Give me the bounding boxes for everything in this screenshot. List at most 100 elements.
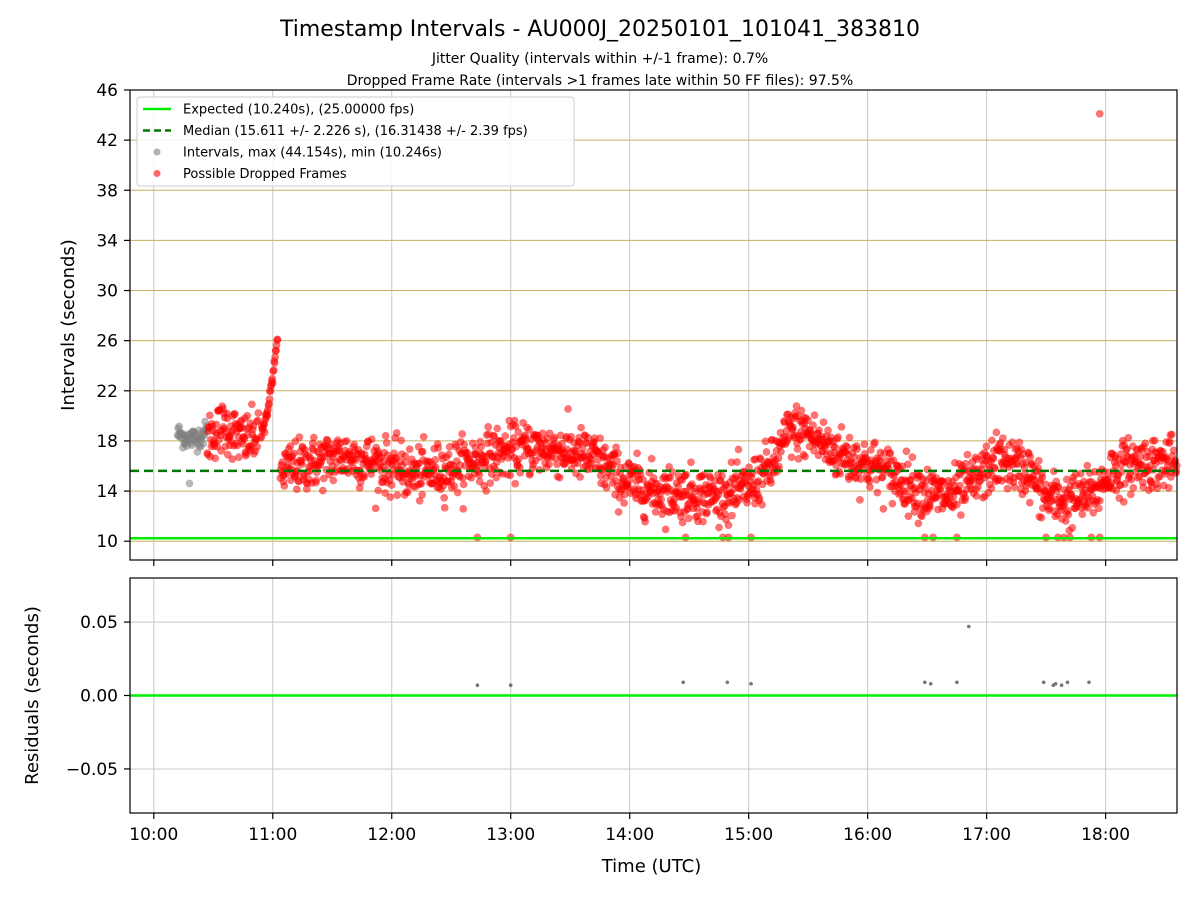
legend-swatch-marker (153, 170, 161, 177)
dropped-frame-point (972, 491, 981, 500)
dropped-frame-point (724, 521, 733, 530)
dropped-frame-point (991, 464, 999, 473)
legend-swatch-marker (153, 148, 161, 156)
dropped-frame-point (647, 454, 656, 463)
legend-entry-label: Expected (10.240s), (25.00000 fps) (183, 103, 414, 118)
intervals-y-tick-label: 30 (96, 282, 118, 302)
residual-point (923, 680, 927, 685)
dropped-frame-point (728, 511, 736, 520)
dropped-frame-point (793, 445, 802, 453)
dropped-frame-point (292, 485, 301, 494)
residuals-y-axis-label: Residuals (seconds) (22, 606, 43, 785)
dropped-frame-point (837, 422, 846, 431)
dropped-frame-point (873, 488, 882, 497)
dropped-frame-point (418, 490, 427, 499)
dropped-frame-point (309, 433, 318, 442)
dropped-frame-point (212, 420, 221, 429)
dropped-frame-point (936, 485, 945, 494)
dropped-frame-point (1089, 508, 1098, 517)
dropped-frame-point (371, 504, 380, 513)
dropped-frame-point (265, 395, 274, 403)
dropped-frame-point (374, 486, 383, 495)
dropped-frame-point (567, 432, 575, 441)
x-tick-label: 10:00 (129, 825, 178, 845)
dropped-frame-point (417, 479, 426, 488)
dropped-frame-point (440, 493, 449, 502)
dropped-frame-point (878, 473, 887, 482)
dropped-frame-point (982, 442, 991, 451)
dropped-frame-point (963, 450, 972, 459)
dropped-frame-point (431, 455, 440, 464)
dropped-frame-point (918, 512, 926, 521)
residual-point (967, 624, 971, 629)
dropped-frame-point (699, 517, 707, 526)
legend-box (136, 96, 575, 187)
dropped-frame-point (553, 460, 561, 469)
dropped-frame-point (1025, 498, 1034, 507)
interval-point (185, 479, 194, 488)
dropped-frame-point (329, 476, 338, 485)
residuals-panel: −0.05 0.00 0.05 10:00 11:00 12:00 13:00 14:00 15… (22, 577, 1178, 877)
x-tick-label: 16:00 (843, 825, 892, 845)
dropped-frame-point (1095, 109, 1104, 118)
interval-point (199, 439, 208, 448)
dropped-frame-point (486, 479, 495, 487)
dropped-frame-point (902, 487, 910, 495)
dropped-frame-point (904, 460, 912, 469)
dropped-frame-point (360, 472, 369, 481)
dropped-frame-point (253, 442, 262, 451)
dropped-frame-point (809, 421, 817, 430)
intervals-panel: 10 14 18 22 26 30 34 38 42 46 Intervals (seconds)… (58, 81, 1181, 566)
dropped-frame-point (401, 458, 410, 467)
dropped-frame-point (514, 428, 523, 436)
dropped-frame-point (493, 424, 502, 433)
dropped-frame-point (633, 449, 641, 458)
residual-point (475, 683, 480, 687)
dropped-frame-point (1094, 504, 1103, 513)
dropped-frame-point (564, 405, 572, 413)
residual-point (725, 680, 730, 685)
residuals-axis-ticks: −0.05 0.00 0.05 10:00 11:00 12:00 13:00 14:00 15… (66, 613, 1130, 845)
dropped-frame-point (318, 486, 327, 495)
dropped-frame-point (1127, 475, 1136, 484)
dropped-frame-point (831, 443, 839, 452)
dropped-frame-point (999, 434, 1007, 442)
dropped-frame-point (1095, 496, 1104, 505)
intervals-points (173, 109, 1181, 542)
x-tick-label: 15:00 (724, 825, 773, 845)
dropped-frame-point (961, 493, 970, 502)
dropped-frame-point (289, 449, 298, 458)
dropped-frame-point (601, 443, 609, 452)
dropped-frame-point (230, 410, 239, 419)
dropped-frame-point (755, 494, 764, 503)
dropped-frame-point (286, 442, 295, 450)
dropped-frame-point (1034, 456, 1043, 465)
dropped-frame-point (867, 446, 875, 454)
intervals-axis-ticks: 10 14 18 22 26 30 34 38 42 46 (96, 81, 1107, 566)
intervals-y-tick-label: 42 (96, 131, 118, 151)
residuals-y-tick-label: 0.00 (80, 687, 118, 707)
dropped-frame-point (555, 473, 564, 482)
intervals-panel-frame (129, 89, 1178, 561)
dropped-frame-point (1126, 490, 1135, 499)
dropped-frame-point (987, 484, 996, 493)
intervals-y-tick-label: 38 (96, 181, 118, 201)
intervals-y-tick-label: 10 (96, 532, 118, 552)
dropped-frame-point (639, 475, 647, 484)
dropped-frame-point (367, 435, 376, 444)
dropped-frame-point (879, 504, 888, 513)
dropped-frame-point (810, 411, 819, 419)
intervals-y-tick-label: 14 (96, 482, 118, 502)
dropped-frame-point (453, 488, 462, 497)
dropped-frame-point (387, 481, 396, 489)
dropped-frame-point (243, 411, 252, 420)
dropped-frame-point (514, 455, 523, 463)
dropped-frame-point (459, 480, 468, 489)
dropped-frame-point (525, 425, 533, 434)
dropped-frame-point (824, 426, 832, 435)
dropped-frame-point (1150, 436, 1159, 445)
dropped-frame-point (815, 426, 823, 435)
chart-subtitle-1: Jitter Quality (intervals within +/-1 fr… (431, 51, 768, 67)
